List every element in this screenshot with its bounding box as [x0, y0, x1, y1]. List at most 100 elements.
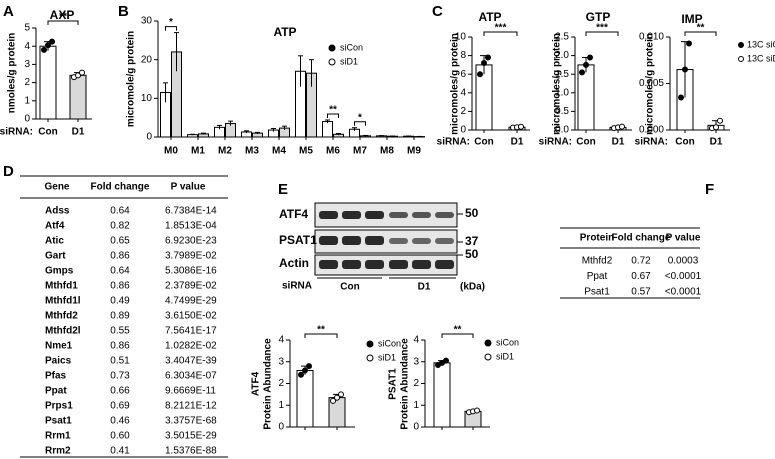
- table-cell: <0.0001: [665, 271, 702, 282]
- y-tick-label: 0.5: [555, 106, 569, 117]
- table-header: Gene: [44, 182, 69, 193]
- band: [435, 212, 454, 218]
- data-point: [45, 42, 51, 49]
- data-point: [302, 367, 308, 374]
- y-tick-label: 1: [24, 95, 30, 106]
- band: [412, 212, 431, 218]
- table-cell: Mthfd2: [45, 311, 78, 322]
- table-cell: Rrm2: [45, 446, 71, 457]
- x-tick-label: D1: [612, 137, 625, 148]
- table-cell: 0.86: [110, 281, 130, 292]
- table-cell: 2.3789E-02: [165, 281, 217, 292]
- x-tick-label: M5: [299, 146, 313, 157]
- table-cell: 0.86: [110, 251, 130, 262]
- table-cell: <0.0001: [665, 287, 702, 298]
- significance-bracket: [684, 31, 717, 36]
- y-tick-label: 0.0: [555, 125, 569, 136]
- y-tick-label: 2.5: [555, 32, 569, 43]
- y-tick-label: 1: [278, 400, 284, 411]
- x-tick-label: M9: [407, 146, 421, 157]
- significance-label: ***: [596, 23, 608, 34]
- data-point: [686, 40, 692, 47]
- data-point: [682, 66, 688, 73]
- legend-marker: [366, 340, 374, 348]
- table-cell: 5.3086E-16: [165, 266, 217, 277]
- band: [389, 260, 408, 269]
- band: [365, 211, 384, 219]
- table-cell: 0.57: [631, 287, 651, 298]
- y-tick-label: 0.005: [639, 78, 664, 89]
- band: [319, 236, 338, 245]
- data-point: [678, 94, 684, 101]
- bar: [296, 369, 314, 428]
- table-cell: 1.0282E-02: [165, 341, 217, 352]
- table-cell: 0.60: [110, 431, 130, 442]
- band: [435, 238, 454, 244]
- table-cell: 0.49: [110, 296, 130, 307]
- table-cell: Psat1: [584, 287, 610, 298]
- marker-label: 50: [465, 247, 479, 261]
- legend-label: siD1: [340, 56, 358, 66]
- significance-bracket: [483, 31, 518, 36]
- legend-marker: [328, 44, 336, 52]
- table-cell: 0.73: [110, 371, 130, 382]
- table-cell: 3.3757E-68: [165, 416, 217, 427]
- y-tick-label: 10: [141, 93, 153, 104]
- table-cell: 6.9230E-23: [165, 236, 217, 247]
- table-cell: Pfas: [45, 371, 67, 382]
- y-tick-label: 5: [24, 23, 30, 34]
- y-axis-label: micromoles/g protein: [450, 33, 461, 135]
- bar: [39, 45, 57, 120]
- significance-bracket: [304, 333, 338, 338]
- x-tick-label: M0: [164, 146, 178, 157]
- x-tick-label: D1: [72, 127, 85, 138]
- table-cell: Gart: [45, 251, 66, 262]
- y-axis-label: ATF4: [251, 371, 262, 396]
- table-cell: Prps1: [45, 401, 73, 412]
- blot-row-label: PSAT1: [279, 233, 317, 247]
- table-cell: 0.86: [110, 341, 130, 352]
- y-tick-label: 30: [141, 16, 153, 27]
- bar: [69, 74, 87, 120]
- x-tick-label: M1: [191, 146, 205, 157]
- data-point: [619, 123, 625, 130]
- chart-title: ATP: [478, 10, 501, 24]
- y-tick-label: 0: [278, 422, 284, 433]
- table-cell: 0.66: [110, 386, 130, 397]
- data-point: [583, 61, 589, 68]
- band: [365, 260, 384, 269]
- table-cell: Gmps: [45, 266, 74, 277]
- table-header: Fold change: [612, 233, 671, 244]
- data-point: [79, 69, 85, 76]
- band: [342, 236, 361, 245]
- panel-label: C: [432, 3, 443, 20]
- significance-label: **: [697, 23, 705, 34]
- data-point: [75, 72, 81, 79]
- legend-label: siCon: [340, 42, 363, 52]
- table-cell: 0.55: [110, 326, 130, 337]
- panel-label: E: [278, 181, 288, 198]
- y-axis-label: PSAT1: [388, 368, 399, 400]
- y-tick-label: 0.000: [639, 125, 664, 136]
- bands: [319, 211, 454, 269]
- blot-strip: [314, 202, 458, 228]
- band: [389, 212, 408, 218]
- significance-label: **: [454, 325, 462, 336]
- legend-label: siD1: [496, 351, 514, 361]
- significance-label: ***: [495, 23, 507, 34]
- data-point: [334, 394, 340, 401]
- table-cell: Nme1: [45, 341, 73, 352]
- y-axis-label: Protein Abundance: [400, 338, 411, 430]
- legend-marker: [328, 58, 336, 66]
- table-cell: 0.89: [110, 311, 130, 322]
- y-axis-label: micromole/g protein: [126, 31, 137, 127]
- table-cell: 0.51: [110, 356, 130, 367]
- table-header: P value: [171, 182, 206, 193]
- y-tick-label: 4: [413, 335, 419, 346]
- table-cell: Adss: [45, 206, 70, 217]
- table-cell: Rrm1: [45, 431, 71, 442]
- data-point: [338, 391, 344, 398]
- chart-title: IMP: [681, 12, 702, 26]
- y-axis-label: micromoles/g protein: [645, 33, 656, 135]
